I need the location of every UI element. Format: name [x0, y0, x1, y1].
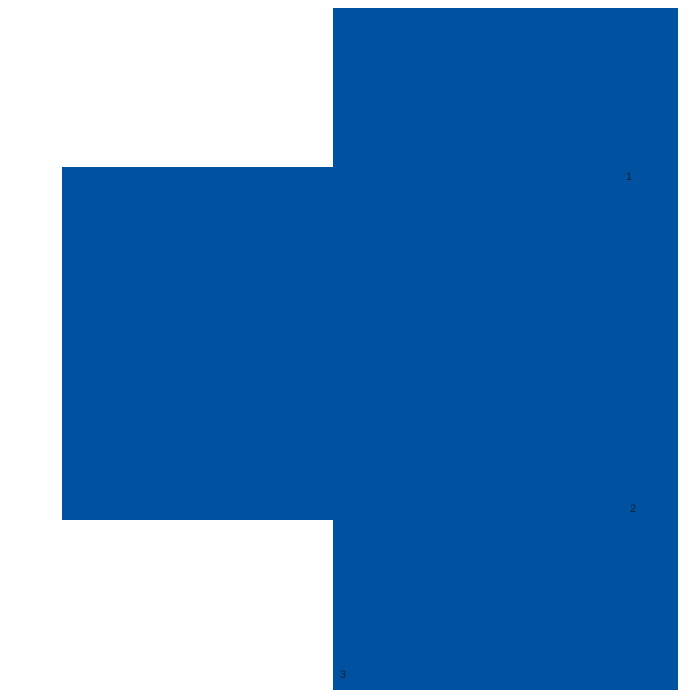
cross-polygon[interactable] [62, 8, 678, 690]
vertex-label-3: 3 [340, 669, 347, 681]
vertex-label-1: 1 [626, 171, 633, 183]
vertex-label-2: 2 [630, 503, 637, 515]
